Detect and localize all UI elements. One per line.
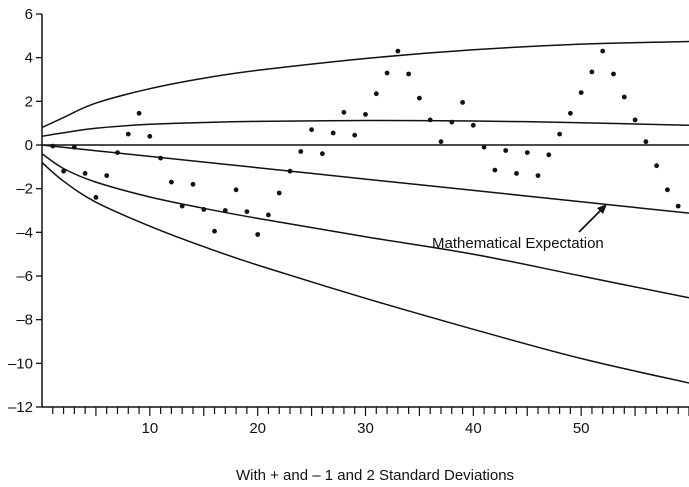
data-point xyxy=(492,167,498,173)
data-point xyxy=(654,163,659,169)
y-tick-label: 0 xyxy=(25,137,33,154)
x-tick-label: 40 xyxy=(465,420,482,437)
curve-minus-2-sd xyxy=(41,161,689,384)
data-point xyxy=(222,208,228,213)
x-tick-label: 10 xyxy=(141,420,158,437)
y-tick-label: –4 xyxy=(16,224,33,241)
data-point xyxy=(675,203,681,209)
data-point xyxy=(363,112,368,117)
data-point xyxy=(298,149,304,154)
data-point xyxy=(460,100,465,105)
data-point xyxy=(449,119,455,125)
data-point xyxy=(643,139,649,145)
data-point xyxy=(611,71,616,77)
data-point xyxy=(233,187,239,193)
data-point xyxy=(395,48,401,54)
data-point xyxy=(557,131,562,137)
curves-layer xyxy=(41,40,689,384)
data-point xyxy=(61,168,66,174)
data-point xyxy=(169,179,174,185)
data-point xyxy=(406,71,411,77)
data-point xyxy=(665,187,670,193)
x-tick-label: 50 xyxy=(573,420,590,437)
data-point xyxy=(546,152,552,158)
data-point xyxy=(71,144,77,150)
data-point xyxy=(470,122,476,128)
points-layer xyxy=(50,48,681,237)
data-point xyxy=(287,168,293,174)
data-point xyxy=(179,203,185,209)
x-axis-caption: With + and – 1 and 2 Standard Deviations xyxy=(236,467,514,484)
data-point xyxy=(212,228,217,234)
data-point xyxy=(320,151,325,157)
data-point xyxy=(201,207,207,212)
curve-expectation xyxy=(41,144,689,214)
data-point xyxy=(309,127,314,133)
data-point xyxy=(427,117,433,123)
curve-plus-1-sd xyxy=(41,119,689,138)
y-tick-label: 4 xyxy=(25,50,33,67)
data-point xyxy=(384,70,390,76)
data-point xyxy=(589,69,595,75)
data-point xyxy=(535,173,541,179)
annotation-label: Mathematical Expectation xyxy=(432,235,604,252)
data-point xyxy=(481,144,487,150)
curve-minus-1-sd xyxy=(41,153,689,299)
data-point xyxy=(621,94,627,100)
data-point xyxy=(266,212,271,218)
y-tick-label: –2 xyxy=(16,181,33,198)
data-point xyxy=(503,148,509,153)
data-point xyxy=(600,48,606,54)
data-point xyxy=(82,171,88,176)
y-tick-label: 6 xyxy=(25,6,33,23)
data-point xyxy=(255,232,261,237)
y-tick-label: –6 xyxy=(16,268,33,285)
data-point xyxy=(244,209,250,215)
data-point xyxy=(341,109,347,115)
data-point xyxy=(190,181,196,187)
data-point xyxy=(352,132,358,138)
data-point xyxy=(136,110,142,116)
data-point xyxy=(524,150,530,156)
data-point xyxy=(438,139,444,145)
data-point xyxy=(330,130,336,136)
annotation-arrow xyxy=(578,204,607,233)
data-point xyxy=(158,155,164,161)
data-point xyxy=(514,171,519,176)
data-point xyxy=(93,195,99,200)
y-tick-label: 2 xyxy=(25,93,33,110)
data-point xyxy=(578,90,584,95)
data-point xyxy=(115,150,120,156)
curve-plus-2-sd xyxy=(41,40,689,129)
data-point xyxy=(147,133,153,139)
data-point xyxy=(632,117,638,123)
y-tick-label: –8 xyxy=(16,312,33,329)
data-point xyxy=(373,91,379,97)
data-point xyxy=(417,95,422,101)
data-point xyxy=(568,110,573,116)
x-tick-label: 20 xyxy=(249,420,266,437)
x-tick-label: 30 xyxy=(357,420,374,437)
data-point xyxy=(125,131,131,137)
data-point xyxy=(104,173,110,179)
y-tick-label: –10 xyxy=(8,355,33,372)
data-point xyxy=(276,190,282,196)
y-tick-label: –12 xyxy=(8,399,33,416)
